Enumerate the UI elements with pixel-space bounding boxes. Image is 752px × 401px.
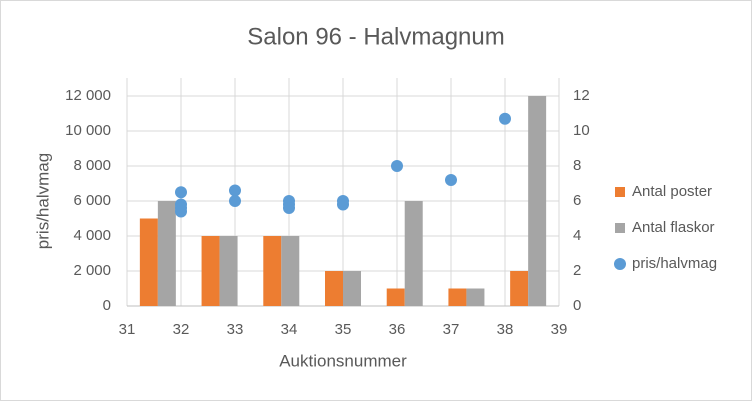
- x-tick-label: 31: [119, 321, 136, 338]
- x-tick-label: 37: [443, 321, 460, 338]
- bar: [139, 218, 158, 306]
- y-tick-label: 8 000: [73, 157, 111, 174]
- scatter-point: [175, 205, 187, 218]
- y-tick-label: 2 000: [73, 262, 111, 279]
- y-tick-label: 12 000: [65, 87, 111, 104]
- x-tick-label: 39: [551, 321, 568, 338]
- bar: [157, 201, 176, 306]
- legend-swatch: [615, 223, 625, 233]
- scatter-point: [337, 198, 349, 211]
- bar: [201, 236, 220, 306]
- y2-tick-label: 8: [573, 157, 581, 174]
- y-tick-label: 10 000: [65, 122, 111, 139]
- y2-tick-label: 6: [573, 192, 581, 209]
- bar: [325, 271, 343, 306]
- x-tick-label: 33: [227, 321, 244, 338]
- y-tick-label: 4 000: [73, 227, 111, 244]
- bar: [281, 236, 300, 306]
- y2-tick-label: 4: [573, 227, 581, 244]
- x-axis-label: Auktionsnummer: [279, 351, 407, 370]
- x-tick-label: 36: [389, 321, 406, 338]
- bar: [263, 236, 282, 306]
- bar: [404, 201, 423, 306]
- legend-label: pris/halvmag: [632, 255, 717, 272]
- y2-tick-label: 0: [573, 297, 581, 314]
- legend-label: Antal flaskor: [632, 219, 715, 236]
- scatter-point: [229, 184, 241, 197]
- legend-swatch: [614, 258, 626, 270]
- y-axis-label: pris/halvmag: [33, 153, 52, 249]
- y2-tick-label: 10: [573, 122, 590, 139]
- y2-tick-label: 12: [573, 87, 590, 104]
- scatter-point: [175, 186, 187, 199]
- bar: [219, 236, 238, 306]
- x-tick-label: 34: [281, 321, 298, 338]
- y-tick-label: 6 000: [73, 192, 111, 209]
- y-tick-label: 0: [103, 297, 111, 314]
- x-tick-label: 32: [173, 321, 190, 338]
- bar: [466, 288, 485, 306]
- bar: [510, 271, 529, 306]
- scatter-point: [445, 174, 457, 186]
- y2-tick-label: 2: [573, 262, 581, 279]
- bar: [528, 96, 547, 306]
- x-tick-label: 38: [497, 321, 514, 338]
- scatter-point: [391, 160, 403, 172]
- chart-title: Salon 96 - Halvmagnum: [247, 23, 504, 50]
- x-tick-label: 35: [335, 321, 352, 338]
- bar: [343, 271, 361, 306]
- bar: [448, 288, 467, 306]
- scatter-point: [229, 195, 241, 207]
- scatter-point: [283, 202, 295, 214]
- bar: [386, 288, 405, 306]
- legend-swatch: [615, 187, 625, 197]
- legend-label: Antal poster: [632, 183, 712, 200]
- scatter-point: [499, 112, 511, 125]
